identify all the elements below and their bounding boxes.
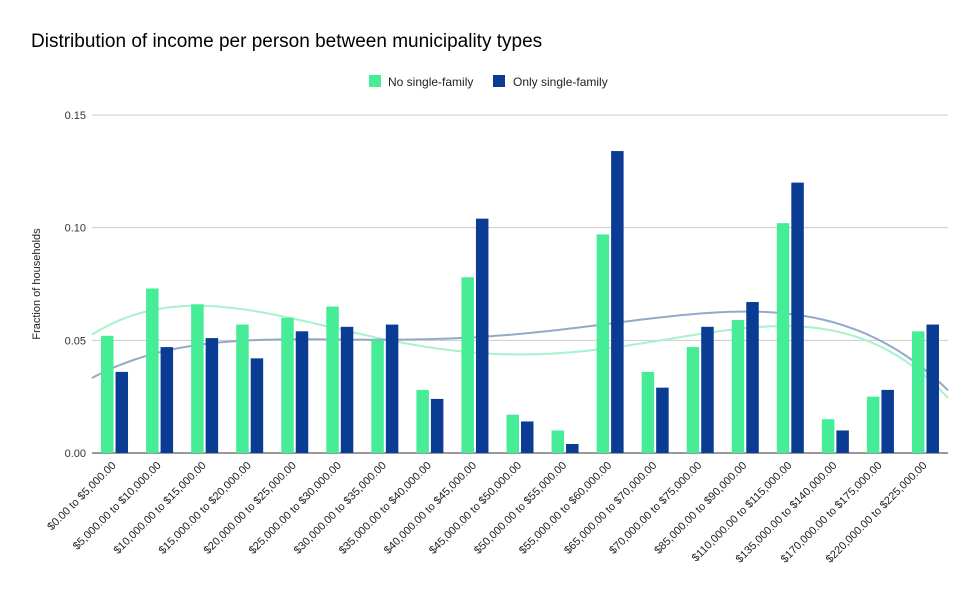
bar-only-single-family [836,430,849,453]
bar-only-single-family [250,358,264,453]
bar-no-single-family [866,396,880,453]
bar-no-single-family [776,223,790,453]
bar-only-single-family [656,387,669,453]
x-tick-label: $35,000.00 to $40,000.00 [337,460,434,557]
bar-only-single-family [115,371,129,453]
legend-label: Only single-family [513,75,608,89]
bar-no-single-family [281,317,294,453]
bar-only-single-family [701,326,714,453]
bar-no-single-family [821,419,835,453]
x-tick-label: $5,000.00 to $10,000.00 [71,460,164,553]
x-tick-label: $55,000.00 to $60,000.00 [517,460,614,557]
x-tick-label: $70,000.00 to $75,000.00 [607,460,704,557]
bar-no-single-family [731,320,745,453]
bar-only-single-family [611,151,624,453]
y-tick-label: 0.10 [65,223,86,235]
x-tick-label: $25,000.00 to $30,000.00 [247,460,344,557]
trendline-only-single-family [91,310,949,392]
bar-no-single-family [911,331,925,453]
x-axis-ticks: $0.00 to $5,000.00$5,000.00 to $10,000.0… [45,460,929,566]
y-tick-label: 0.15 [65,110,86,122]
y-axis-title: Fraction of households [31,228,43,340]
x-tick-label: $20,000.00 to $25,000.00 [202,460,299,557]
bar-no-single-family [371,340,384,453]
bar-only-single-family [746,302,759,453]
trendline-no-single-family [91,304,949,399]
bar-only-single-family [295,331,309,453]
legend-label: No single-family [388,75,473,89]
gridlines [92,114,948,454]
y-tick-label: 0.05 [65,335,86,347]
bar-no-single-family [191,304,204,453]
bar-only-single-family [160,347,174,453]
bar-only-single-family [340,326,354,453]
bar-no-single-family [146,288,159,453]
y-axis-ticks: 0.00 0.05 0.10 0.15 [65,110,86,460]
bar-no-single-family [101,335,114,453]
bar-no-single-family [236,324,249,453]
x-tick-label: $15,000.00 to $20,000.00 [157,460,254,557]
bar-only-single-family [881,389,894,453]
bar-only-single-family [926,324,939,453]
legend-swatch [493,75,505,87]
bar-no-single-family [326,306,339,453]
x-tick-label: $45,000.00 to $50,000.00 [427,460,524,557]
x-tick-label: $50,000.00 to $55,000.00 [472,460,569,557]
chart-title: Distribution of income per person betwee… [31,31,543,52]
trendlines [91,304,949,399]
bar-no-single-family [551,430,565,453]
bar-no-single-family [506,414,519,453]
y-tick-label: 0.00 [65,448,86,460]
bar-no-single-family [416,389,429,453]
bar-no-single-family [461,277,474,453]
x-tick-label: $10,000.00 to $15,000.00 [112,460,209,557]
bar-no-single-family [596,234,610,453]
bar-only-single-family [430,398,444,453]
bar-only-single-family [791,182,804,453]
x-tick-label: $40,000.00 to $45,000.00 [382,460,479,557]
bars [101,151,939,453]
bar-only-single-family [475,218,489,453]
bar-only-single-family [205,338,219,453]
legend: No single-family Only single-family [369,75,608,89]
bar-no-single-family [686,347,700,453]
bar-only-single-family [385,324,399,453]
bar-no-single-family [641,371,655,453]
x-tick-label: $30,000.00 to $35,000.00 [292,460,389,557]
bar-only-single-family [566,443,579,453]
x-tick-label: $85,000.00 to $90,000.00 [652,460,749,557]
x-tick-label: $65,000.00 to $70,000.00 [562,460,659,557]
bar-only-single-family [521,421,534,453]
legend-swatch [369,75,381,87]
